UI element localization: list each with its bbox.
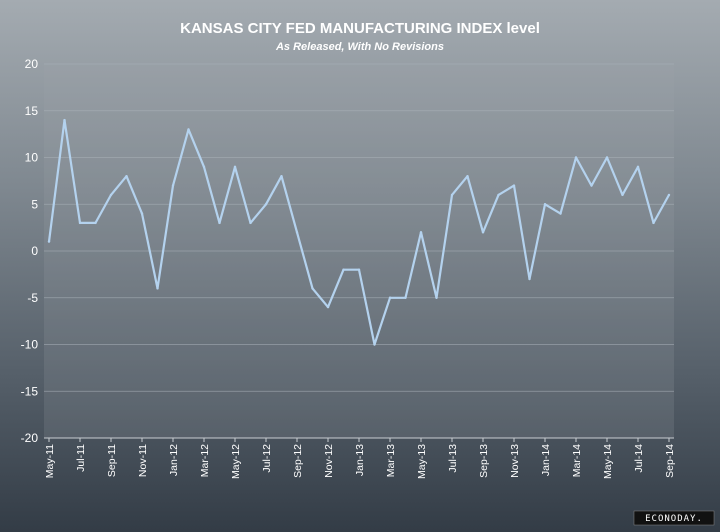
data-point [233, 165, 237, 169]
x-tick-label: Mar-13 [385, 444, 397, 477]
data-point [280, 175, 283, 178]
data-point [404, 296, 407, 299]
x-tick-label: Sep-11 [106, 444, 118, 477]
y-tick-label: 15 [25, 104, 39, 118]
data-point [326, 305, 330, 309]
x-tick-label: May-11 [44, 444, 56, 478]
data-point [156, 287, 159, 290]
data-point [171, 184, 175, 187]
data-point [63, 118, 66, 122]
x-tick-label: Nov-11 [137, 444, 149, 477]
x-tick-label: Nov-12 [323, 444, 335, 478]
x-axis-ticks: May-11 Jul-11 Sep-11 Nov-11 Jan-12 Mar-12 May-… [44, 438, 676, 479]
data-point [94, 221, 97, 225]
data-point [357, 268, 361, 271]
econoday-logo: ECONODAY. [645, 514, 703, 524]
data-points [47, 118, 671, 346]
x-tick-label: Jul-13 [447, 444, 459, 473]
data-point [249, 221, 252, 225]
x-tick-label: Jul-12 [261, 444, 273, 473]
x-tick-label: Jan-13 [354, 444, 366, 476]
y-tick-label: -20 [21, 431, 39, 445]
y-tick-label: -15 [21, 384, 39, 398]
data-point [466, 175, 469, 178]
y-tick-label: 0 [31, 244, 38, 258]
data-point [388, 296, 392, 299]
data-point [373, 343, 376, 346]
data-point [590, 184, 593, 187]
x-tick-label: May-12 [230, 444, 242, 479]
watermark-box [633, 510, 715, 526]
data-point [543, 203, 547, 206]
x-tick-label: Sep-13 [478, 444, 490, 478]
y-tick-label: -5 [27, 291, 38, 305]
data-point [559, 212, 562, 215]
y-tick-label: 20 [25, 57, 39, 71]
data-point [140, 212, 144, 215]
x-tick-label: Jul-14 [633, 444, 645, 473]
data-point [621, 193, 624, 197]
x-tick-label: Sep-12 [292, 444, 304, 478]
data-point [652, 221, 655, 225]
data-point [47, 240, 51, 243]
data-point [218, 221, 221, 225]
data-point [667, 193, 671, 197]
y-tick-label: 5 [31, 197, 38, 211]
chart-subtitle: As Released, With No Revisions [275, 41, 444, 53]
data-point [264, 203, 268, 206]
x-tick-label: Nov-13 [509, 444, 521, 478]
y-tick-label: -10 [21, 338, 39, 352]
chart-title: KANSAS CITY FED MANUFACTURING INDEX leve… [180, 20, 540, 37]
y-tick-label: 10 [25, 151, 39, 165]
x-tick-label: Jan-12 [168, 444, 180, 476]
data-point [125, 175, 128, 178]
x-tick-label: May-13 [416, 444, 428, 479]
y-axis-ticks: 20 15 10 5 0 -5 -10 -15 -20 [21, 57, 39, 445]
x-tick-label: May-14 [602, 444, 614, 479]
data-point [605, 156, 609, 159]
data-point [574, 156, 578, 159]
data-point [419, 231, 423, 234]
x-tick-label: Jan-14 [540, 444, 552, 476]
data-point [202, 165, 206, 169]
x-tick-label: Mar-12 [199, 444, 211, 477]
data-point [450, 193, 454, 197]
x-tick-label: Sep-14 [664, 444, 676, 478]
data-point [187, 128, 190, 131]
data-point [528, 277, 531, 281]
data-point [481, 231, 485, 234]
x-tick-label: Jul-11 [75, 444, 87, 472]
data-point [497, 193, 500, 197]
x-tick-label: Mar-14 [571, 444, 583, 477]
data-point [295, 231, 299, 234]
data-point [435, 296, 438, 299]
data-point [109, 193, 113, 197]
data-point [342, 268, 345, 271]
data-point [636, 165, 640, 169]
data-point [512, 184, 516, 187]
data-point [78, 221, 82, 225]
data-point [311, 287, 314, 290]
